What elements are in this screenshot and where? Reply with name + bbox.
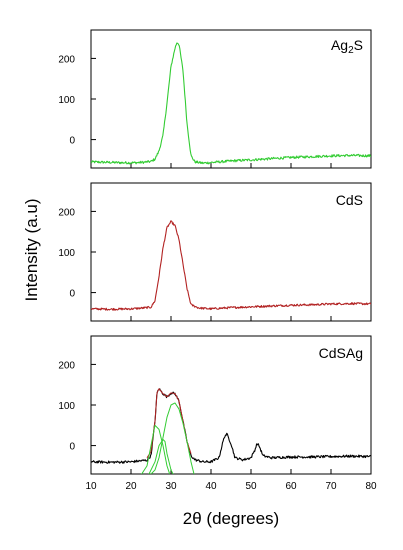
x-tick-label: 20 bbox=[125, 481, 137, 492]
x-tick-label: 70 bbox=[325, 481, 337, 492]
panel-1: 0 100 200 bbox=[58, 182, 372, 322]
panel-label-cdsag: CdSAg bbox=[319, 345, 363, 361]
series-line-0-0 bbox=[91, 42, 371, 165]
x-tick-label: 10 bbox=[85, 481, 97, 492]
x-tick-label: 30 bbox=[165, 481, 177, 492]
y-tick-label: 200 bbox=[58, 360, 75, 371]
series-line-2-1 bbox=[146, 388, 192, 459]
y-tick-label: 100 bbox=[58, 248, 75, 259]
y-tick-label: 100 bbox=[58, 401, 75, 412]
panel-frame bbox=[90, 29, 372, 169]
y-tick-label: 0 bbox=[69, 136, 75, 147]
series-line-2-2 bbox=[141, 424, 171, 474]
series-line-2-4 bbox=[150, 402, 195, 474]
panel-0: 0 100 200 bbox=[58, 29, 372, 169]
series-line-2-3 bbox=[148, 439, 174, 474]
series-line-1-0 bbox=[91, 220, 371, 311]
series-line-2-0 bbox=[91, 388, 371, 464]
x-tick-label: 60 bbox=[285, 481, 297, 492]
y-tick-label: 100 bbox=[58, 95, 75, 106]
x-axis-title: 2θ (degrees) bbox=[183, 509, 279, 528]
panel-frame bbox=[90, 182, 372, 322]
y-axis-title: Intensity (a.u) bbox=[22, 199, 41, 302]
panel-label-ag2s: Ag2S bbox=[331, 37, 363, 56]
panel-label-ag2s-subscript: 2 bbox=[348, 45, 354, 56]
y-tick-label: 200 bbox=[58, 207, 75, 218]
y-tick-label: 200 bbox=[58, 54, 75, 65]
panel-2: 0 100 200 10 20 30 40 50 60 70 80 bbox=[58, 335, 377, 492]
x-tick-label: 80 bbox=[365, 481, 377, 492]
x-tick-label: 50 bbox=[245, 481, 257, 492]
y-tick-label: 0 bbox=[69, 289, 75, 300]
y-tick-label: 0 bbox=[69, 442, 75, 453]
panel-label-cds: CdS bbox=[336, 192, 363, 208]
panels-layer: 0 100 200 0 100 200 0 100 200 10 20 30 40 50 60 70 80 bbox=[58, 29, 377, 492]
x-tick-label: 40 bbox=[205, 481, 217, 492]
